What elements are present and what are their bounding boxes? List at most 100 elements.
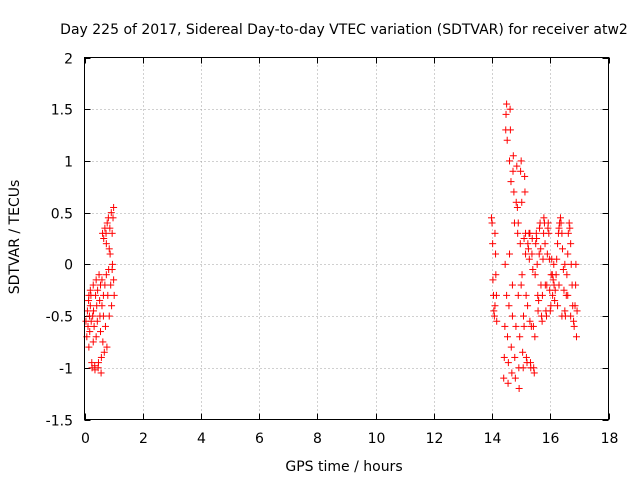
data-point [96,297,104,305]
data-point [504,359,512,367]
data-point [86,286,94,294]
data-point [558,312,566,320]
data-point [528,250,536,258]
data-point [538,317,546,325]
plot-frame [84,57,609,420]
data-point [522,250,530,258]
data-point [108,266,116,274]
y-tick-label: 2 [64,52,73,68]
data-point [515,384,523,392]
data-point [106,250,114,258]
data-point [519,312,527,320]
data-point [572,333,580,341]
y-tick-label: 0.5 [51,207,73,223]
data-point [103,343,111,351]
data-point [490,312,498,320]
data-point [524,302,532,310]
data-point [508,281,516,289]
data-point [537,245,545,253]
x-tick-label: 8 [313,431,322,447]
data-point [100,235,108,242]
data-point [525,255,533,263]
data-point [491,302,499,310]
data-point [87,317,95,325]
data-point [550,260,558,268]
axis-ticks: 0 2 4 6 8 10 12 14 16 18 -1.5 -1 -0.5 0 0.5 1 1.5 2 [46,52,619,448]
data-point [556,214,564,222]
data-point [538,291,546,299]
data-point [564,229,572,237]
data-point [517,281,525,289]
data-point [559,245,567,253]
data-point [508,369,516,377]
data-point [492,250,500,258]
data-point [549,291,557,299]
data-point [545,229,553,237]
data-point [500,374,508,382]
data-points [82,100,581,392]
data-point [573,307,581,315]
data-point [501,322,509,330]
data-point [511,353,519,361]
data-point [108,302,116,310]
data-point [520,322,528,330]
data-point [511,374,519,382]
data-point [512,322,520,330]
y-axis-label: SDTVAR / TECUs [7,180,23,295]
data-point [514,229,522,237]
data-point [90,307,98,315]
data-point [530,364,538,372]
data-point [110,276,118,284]
data-point [493,317,501,325]
data-point [103,219,111,227]
data-point [518,198,526,206]
data-point [546,307,554,315]
data-point [94,359,102,367]
data-point [554,240,562,248]
data-point [565,219,573,227]
data-point [531,271,539,279]
data-point [551,286,559,294]
x-tick-label: 18 [601,431,619,447]
data-point [492,271,500,279]
data-point [97,328,105,336]
data-point [102,271,110,279]
data-point [506,105,514,113]
data-point [500,353,508,361]
data-point [526,317,534,325]
y-tick-label: -1.5 [46,414,73,430]
data-point [503,333,511,341]
data-point [564,250,572,258]
data-point [572,260,580,268]
data-point [107,281,115,289]
data-point [505,302,513,310]
data-point [489,240,497,248]
data-point [520,235,528,242]
data-point [536,224,544,232]
data-point [524,245,532,253]
y-tick-label: -0.5 [46,310,73,326]
data-point [517,167,525,175]
data-point [566,224,574,232]
data-point [564,291,572,299]
data-point [533,235,541,242]
data-point [108,229,116,237]
data-point [539,255,547,263]
data-point [93,317,101,325]
data-point [516,240,524,248]
data-point [554,302,562,310]
y-tick-label: -1 [59,362,73,378]
data-point [521,188,529,196]
data-point [541,240,549,248]
data-point [529,266,537,274]
data-point [547,302,555,310]
y-tick-label: 0 [64,258,73,274]
data-point [503,291,511,299]
data-point [94,286,102,294]
data-point [89,312,97,320]
data-point [97,353,105,361]
data-point [519,364,527,372]
data-point [507,178,515,186]
data-point [559,266,567,274]
data-point [561,307,569,315]
